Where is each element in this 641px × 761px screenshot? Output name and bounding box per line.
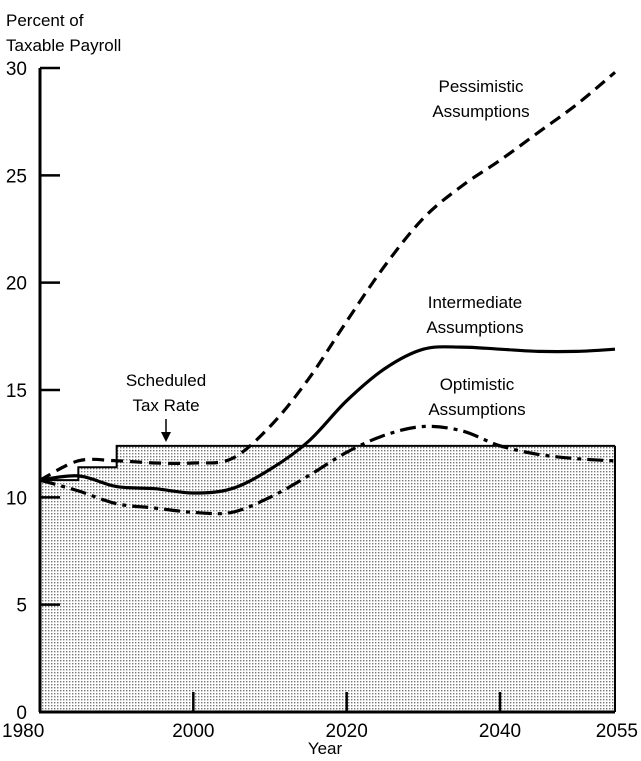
x-axis-title: Year	[308, 739, 343, 758]
scheduled-tax-rate-line	[40, 444, 615, 482]
axis-ticks	[40, 66, 502, 712]
x-tick-label-1980: 1980	[2, 721, 44, 742]
x-tick-label-2055: 2055	[596, 721, 638, 742]
optimistic-label-line-2: Assumptions	[428, 400, 525, 419]
pessimistic-line	[39, 71, 617, 482]
scheduled-tax-rate-arrowhead	[161, 432, 171, 442]
x-tick-labels: 1980 2000 2020 2040 2055	[2, 721, 638, 742]
y-tick-label-25: 25	[6, 166, 27, 187]
x-tick-label-2000: 2000	[172, 721, 214, 742]
scheduled-tax-rate-label-line-1: Scheduled	[126, 371, 206, 390]
pessimistic-label-line-1: Pessimistic	[438, 77, 524, 96]
scheduled-tax-rate-label-line-2: Tax Rate	[132, 396, 199, 415]
optimistic-label-line-1: Optimistic	[440, 375, 515, 394]
optimistic-line	[39, 424, 616, 516]
y-tick-label-20: 20	[6, 274, 27, 295]
y-tick-labels: 0 5 10 15 20 25 30	[6, 59, 27, 724]
scheduled-tax-rate-area	[40, 445, 615, 712]
series-lines	[39, 71, 617, 712]
x-tick-label-2040: 2040	[479, 721, 521, 742]
y-tick-label-10: 10	[6, 488, 27, 509]
y-axis-title-line-2: Taxable Payroll	[6, 36, 121, 55]
y-tick-label-30: 30	[6, 59, 27, 80]
y-tick-label-15: 15	[6, 381, 27, 402]
y-tick-label-0: 0	[16, 703, 27, 724]
intermediate-label-line-1: Intermediate	[428, 293, 523, 312]
y-axis-title-line-1: Percent of	[6, 11, 84, 30]
y-tick-label-5: 5	[16, 596, 27, 617]
intermediate-line	[39, 345, 616, 495]
pessimistic-label-line-2: Assumptions	[432, 102, 529, 121]
intermediate-label-line-2: Assumptions	[426, 318, 523, 337]
x-tick-label-2020: 2020	[326, 721, 368, 742]
